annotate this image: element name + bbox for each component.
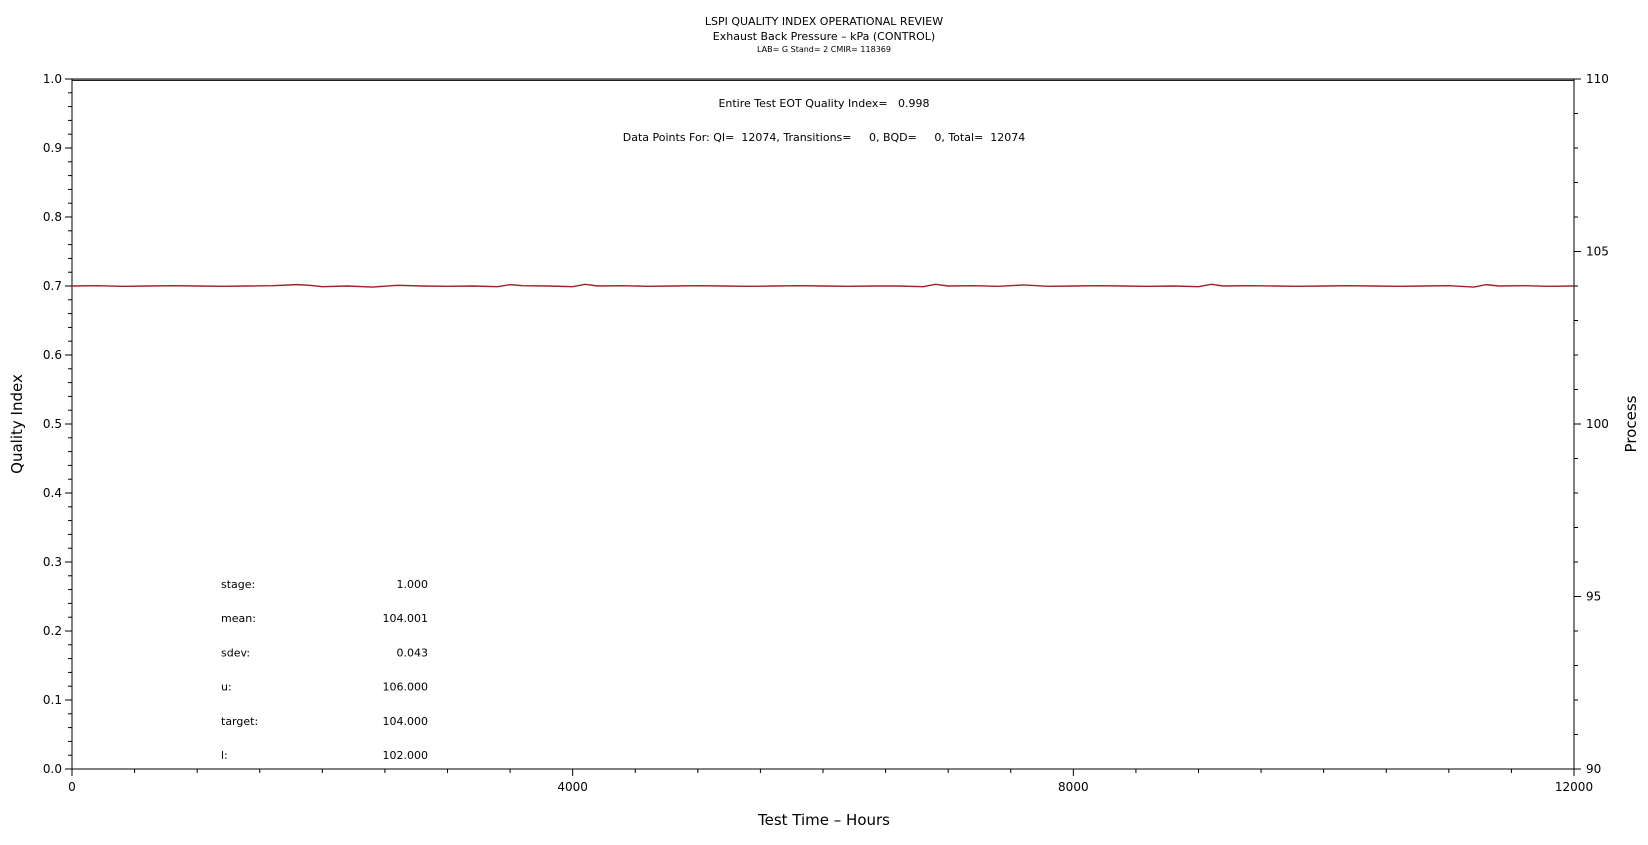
y-left-tick-label: 0.9 <box>43 141 62 155</box>
chart-title: LSPI QUALITY INDEX OPERATIONAL REVIEW <box>705 15 943 28</box>
stat-label: mean: <box>221 612 256 625</box>
stat-label: sdev: <box>221 646 250 659</box>
stat-label: l: <box>221 749 228 762</box>
stat-label: stage: <box>221 578 255 591</box>
process-series-line <box>71 283 1575 288</box>
x-tick-label: 4000 <box>557 780 588 794</box>
x-axis-label: Test Time – Hours <box>757 811 890 829</box>
stat-value: 106.000 <box>383 681 429 694</box>
x-tick-label: 0 <box>68 780 76 794</box>
y-right-tick-label: 90 <box>1586 762 1601 776</box>
chart-subsubtitle: LAB= G Stand= 2 CMIR= 118369 <box>757 45 891 54</box>
y-left-tick-label: 0.6 <box>43 348 62 362</box>
plot-frame <box>71 78 1575 770</box>
y-left-tick-label: 0.1 <box>43 693 62 707</box>
y-left-tick-label: 1.0 <box>43 72 62 86</box>
y-right-axis-label: Process <box>1622 395 1640 452</box>
x-tick-label: 12000 <box>1555 780 1593 794</box>
y-left-tick-label: 0.2 <box>43 624 62 638</box>
y-right-tick-label: 110 <box>1586 72 1609 86</box>
y-left-tick-label: 0.3 <box>43 555 62 569</box>
stat-value: 102.000 <box>383 749 429 762</box>
y-left-tick-label: 0.4 <box>43 486 62 500</box>
y-left-tick-label: 0.8 <box>43 210 62 224</box>
chart-subtitle: Exhaust Back Pressure – kPa (CONTROL) <box>713 30 935 43</box>
stat-value: 0.043 <box>397 646 429 659</box>
stats-block: stage: 1.000 mean: 104.001 sdev: 0.043 u: 106.0… <box>221 578 428 762</box>
axis-ticks: 0 4000 8000 12000 0.0 0.1 0.2 0.3 0.4 0.5 0.6 0.7 0.… <box>43 72 1609 794</box>
stat-label: target: <box>221 715 258 728</box>
y-right-tick-label: 100 <box>1586 417 1609 431</box>
y-left-tick-label: 0.0 <box>43 762 62 776</box>
annotation-eot-qi: Entire Test EOT Quality Index= 0.998 <box>718 97 929 110</box>
stat-value: 104.001 <box>383 612 429 625</box>
stat-value: 1.000 <box>397 578 429 591</box>
y-left-tick-label: 0.7 <box>43 279 62 293</box>
y-right-tick-label: 95 <box>1586 590 1601 604</box>
stat-label: u: <box>221 681 232 694</box>
y-right-tick-label: 105 <box>1586 245 1609 259</box>
x-tick-label: 8000 <box>1058 780 1089 794</box>
y-left-tick-label: 0.5 <box>43 417 62 431</box>
stat-value: 104.000 <box>383 715 429 728</box>
series-group <box>71 79 1575 288</box>
annotation-data-points: Data Points For: QI= 12074, Transitions=… <box>623 131 1025 144</box>
y-left-axis-label: Quality Index <box>8 374 26 474</box>
